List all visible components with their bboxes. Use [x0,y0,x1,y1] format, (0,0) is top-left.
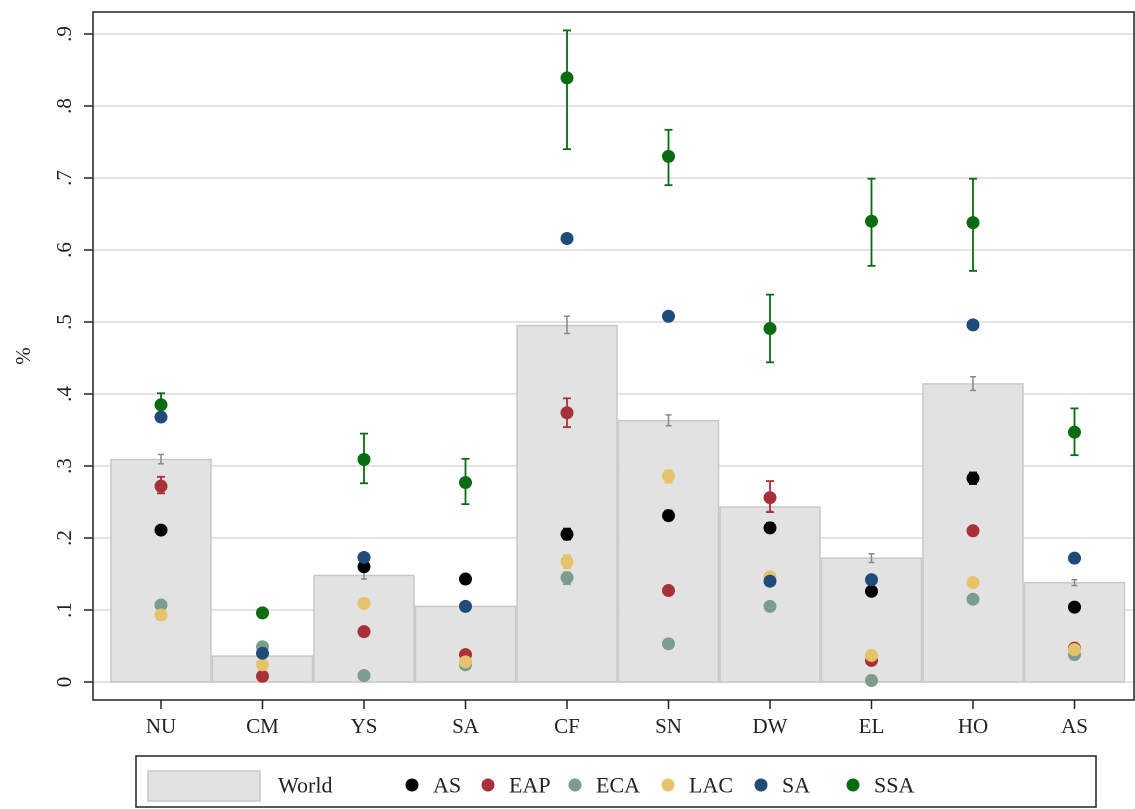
point-lac [1068,643,1081,657]
point-lac [966,576,980,590]
x-axis: NU CM YS SA CF SN DW EL HO AS [146,700,1088,738]
x-tick-label: CF [554,714,580,738]
point-ssa [662,149,675,163]
x-tick-label: DW [753,714,788,738]
point-sa [865,573,878,587]
y-tick-label: .8 [52,98,76,114]
point-ssa [154,398,168,412]
plot-frame [92,11,1135,701]
point-sa [966,318,980,332]
legend-label-eca: ECA [596,773,640,798]
point-as [966,471,980,485]
point-lac [154,608,168,622]
point-eca [357,669,371,683]
legend-frame [135,755,1097,808]
legend-label-world: World [278,773,332,798]
point-ssa [560,71,574,85]
point-ssa [459,476,472,490]
point-as [154,523,168,537]
legend-marker-ssa [846,778,860,792]
point-ssa [966,216,980,230]
x-tick-label: EL [859,714,885,738]
point-ssa [256,606,269,620]
point-as [560,527,574,541]
y-axis-title: % [11,347,35,365]
point-ssa [357,453,371,467]
legend-swatch-world [147,770,261,802]
x-tick-label: CM [246,714,279,738]
y-tick-label: .5 [52,314,76,330]
x-tick-label: AS [1061,714,1088,738]
legend-marker-eca [568,778,582,792]
point-ssa [1068,425,1081,439]
point-lac [662,469,675,483]
legend-label-sa: SA [782,773,810,798]
y-tick-label: .6 [52,242,76,258]
x-tick-label: HO [958,714,988,738]
x-tick-label: SN [655,714,682,738]
point-eca [966,592,980,606]
point-eap [560,406,574,420]
world-bars [110,324,1126,683]
point-eca [865,674,878,688]
point-as [1068,600,1081,614]
point-eap [256,669,269,683]
point-sa [763,574,777,588]
point-sa [560,231,574,245]
x-tick-label: NU [146,714,176,738]
point-lac [560,555,574,569]
point-as [357,560,371,574]
y-tick-label: .4 [52,386,76,402]
series-points [154,71,1081,688]
legend-marker-lac [661,778,675,792]
legend-marker-sa [754,778,768,792]
point-sa [256,646,269,660]
y-tick-label: .9 [52,26,76,42]
y-tick-label: .2 [52,530,76,546]
point-ssa [763,321,777,335]
point-lac [865,648,878,662]
point-as [662,509,675,523]
legend-label-lac: LAC [689,773,733,798]
point-eap [357,625,371,639]
legend-marker-eap [481,778,495,792]
point-eca [560,571,574,585]
legend: World AS EAP ECA LAC SA SSA [135,755,1097,808]
legend-label-eap: EAP [509,773,551,798]
x-tick-label: SA [452,714,480,738]
y-tick-label: .7 [52,170,76,186]
legend-label-as: AS [433,773,461,798]
point-sa [154,410,168,424]
point-eca [662,637,675,651]
point-as [459,572,472,586]
point-eap [154,479,168,493]
y-tick-label: .3 [52,458,76,474]
legend-marker-as [405,778,419,792]
point-eap [966,524,980,538]
point-lac [459,655,472,669]
point-eca [763,599,777,613]
bar [516,324,618,683]
point-sa [357,550,371,564]
point-eap [662,584,675,598]
x-tick-label: YS [351,714,378,738]
point-lac [357,597,371,611]
bar [1023,581,1126,683]
point-eap [763,491,777,505]
y-tick-label: 0 [52,677,76,688]
point-sa [459,599,472,613]
point-as [763,521,777,535]
point-sa [1068,551,1081,565]
point-sa [662,309,675,323]
y-axis: 0 .1 .2 .3 .4 .5 .6 .7 .8 .9 [52,26,93,687]
y-tick-label: .1 [52,602,76,618]
point-eca [154,598,168,612]
point-as [865,584,878,598]
point-lac [256,658,269,672]
legend-label-ssa: SSA [874,773,914,798]
bar [719,506,821,683]
point-ssa [865,214,878,228]
